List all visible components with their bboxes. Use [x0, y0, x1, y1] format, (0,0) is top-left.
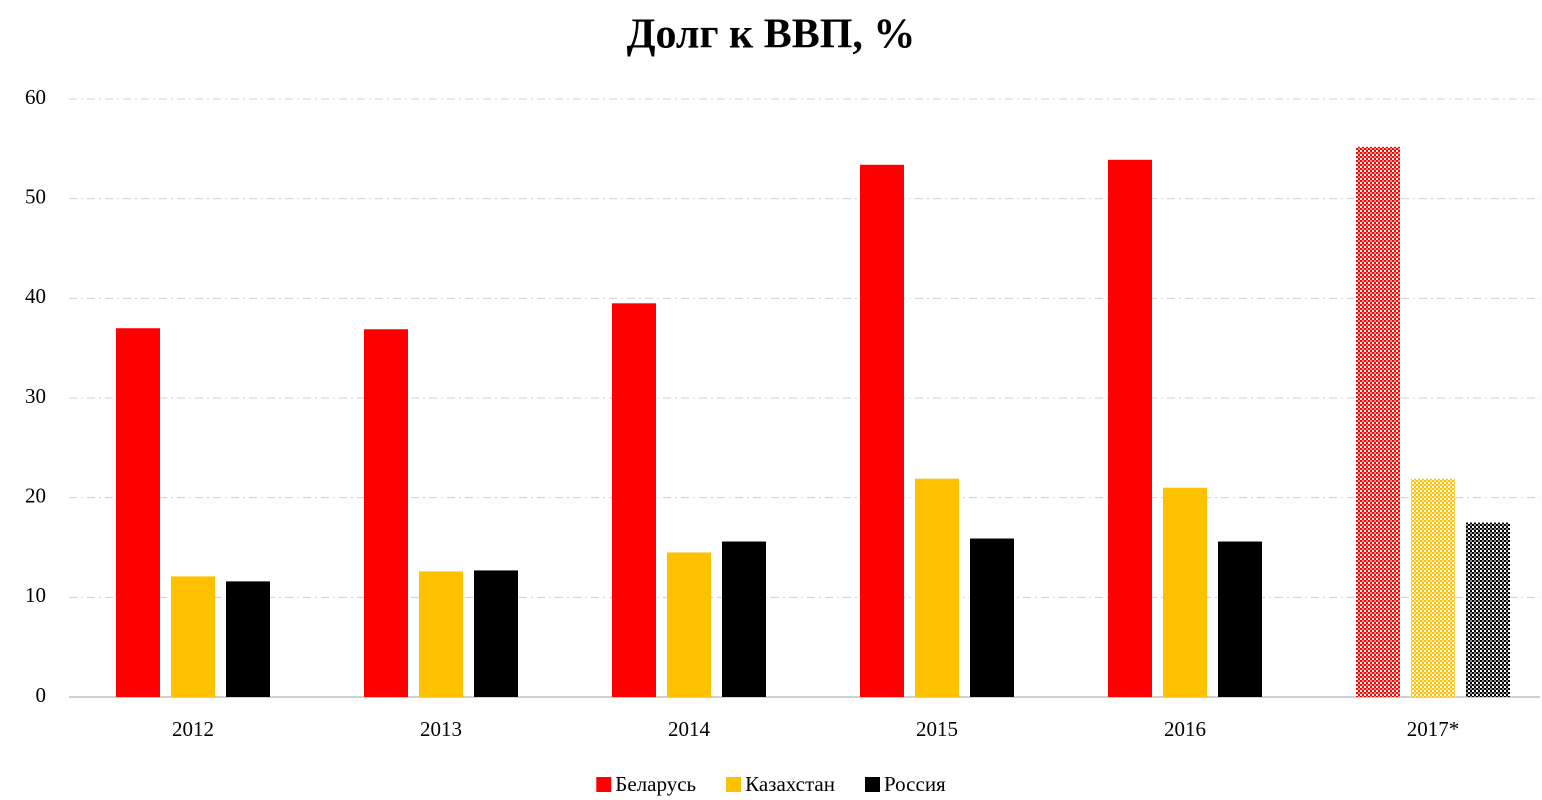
legend-swatch: [596, 777, 612, 792]
bar: [1411, 478, 1455, 697]
bar: [612, 303, 656, 697]
chart-title: Долг к ВВП, %: [627, 12, 916, 58]
bar: [226, 581, 270, 697]
bar: [474, 570, 518, 697]
y-tick-label: 30: [25, 384, 46, 408]
legend-label: Казахстан: [745, 772, 835, 796]
bar: [419, 571, 463, 697]
y-tick-label: 20: [25, 483, 46, 507]
legend-label: Беларусь: [615, 772, 696, 796]
x-tick-label: 2013: [420, 717, 462, 741]
bar: [970, 538, 1014, 697]
y-tick-label: 50: [25, 184, 46, 208]
bar: [1356, 146, 1400, 698]
bar: [364, 329, 408, 697]
bar: [1218, 541, 1262, 697]
legend: Беларусь Казахстан Россия: [596, 772, 946, 796]
bar: [722, 541, 766, 697]
x-tick-label: 2014: [668, 717, 711, 741]
bar: [171, 576, 215, 697]
bar: [667, 552, 711, 697]
bar: [860, 164, 904, 697]
bar: [1108, 159, 1152, 698]
y-tick-label: 0: [36, 683, 47, 707]
bar: [1466, 522, 1510, 697]
bar: [915, 478, 959, 697]
y-tick-label: 10: [25, 583, 46, 607]
x-tick-label: 2015: [916, 717, 958, 741]
legend-swatch: [726, 777, 742, 792]
bar: [116, 328, 160, 697]
legend-swatch: [864, 777, 880, 792]
bar: [1163, 487, 1207, 697]
x-tick-label: 2017*: [1407, 717, 1460, 741]
x-tick-label: 2016: [1164, 717, 1206, 741]
y-tick-label: 60: [25, 85, 46, 109]
y-tick-label: 40: [25, 284, 46, 308]
x-tick-label: 2012: [172, 717, 214, 741]
legend-label: Россия: [884, 772, 946, 796]
